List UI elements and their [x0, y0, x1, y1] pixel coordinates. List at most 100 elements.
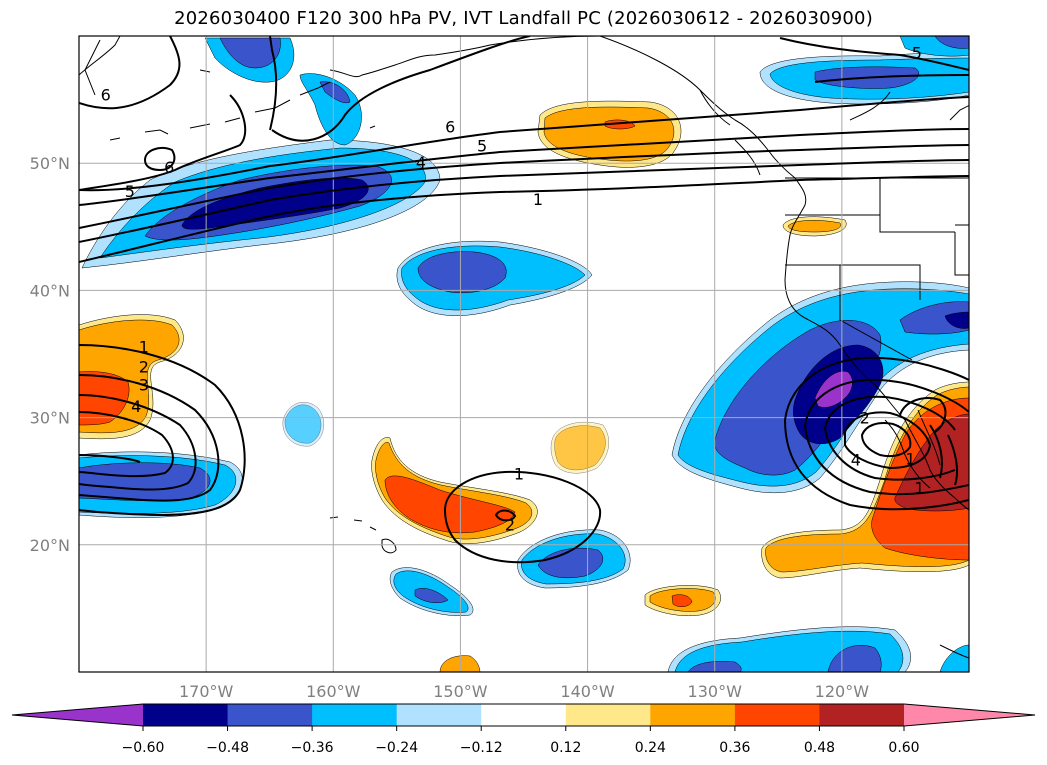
ivt-contour-line — [79, 411, 174, 478]
contour-label: 2 — [505, 515, 515, 534]
colorbar-label: 0.48 — [804, 740, 835, 756]
colorbar-label: −0.24 — [375, 740, 418, 756]
ivt-contour-line — [271, 36, 531, 142]
ivt-contour-line — [824, 427, 956, 481]
ivt-contour-line — [929, 424, 943, 479]
ivt-contour-line — [860, 422, 912, 458]
contour-label: 1 — [514, 465, 524, 484]
contour-label: 5 — [912, 44, 922, 63]
ivt-contour-line — [784, 356, 969, 421]
colorbar-segment — [481, 704, 567, 726]
ivt-contour-line — [804, 378, 969, 426]
ivt-contour-line — [79, 454, 141, 463]
colorbar-segment — [312, 704, 398, 726]
colorbar-segment — [819, 704, 905, 726]
colorbar-label: 0.36 — [719, 740, 750, 756]
ivt-contour-line — [824, 395, 956, 431]
ivt-contour-line — [79, 144, 969, 229]
pv-anomaly-region — [417, 251, 507, 294]
pv-anomaly-region — [181, 177, 369, 230]
pv-anomaly-region — [537, 547, 604, 579]
colorbar-extend-min — [12, 704, 143, 726]
pv-anomaly-region — [299, 73, 362, 146]
map-frame — [78, 35, 970, 673]
longitude-label: 170°W — [179, 682, 234, 701]
contour-label: 2 — [860, 409, 870, 428]
pv-anomaly-region — [814, 370, 853, 408]
contour-label: 1 — [139, 337, 149, 356]
contour-label: 1 — [905, 449, 915, 468]
pv-anomaly-region — [944, 311, 969, 329]
contour-label: 6 — [164, 158, 174, 177]
contour-label: 2 — [139, 358, 149, 377]
ivt-contour-line — [79, 128, 969, 206]
pv-anomaly-region — [827, 645, 882, 672]
pv-anomaly-region — [671, 594, 693, 607]
colorbar-segment — [227, 704, 313, 726]
ivt-contour-line — [79, 374, 220, 502]
contour-label: 3 — [139, 376, 149, 395]
longitude-label: 150°W — [433, 682, 488, 701]
contour-label: 5 — [477, 136, 487, 155]
ivt-contour-line — [79, 36, 181, 110]
contour-label: 4 — [851, 451, 861, 470]
pv-anomaly-region — [550, 421, 610, 474]
ivt-contour-line — [844, 411, 932, 470]
colorbar-segment — [143, 704, 229, 726]
pv-anomaly-region — [384, 475, 516, 534]
map-title: 2026030400 F120 300 hPa PV, IVT Landfall… — [174, 8, 873, 29]
pv-anomaly-region — [79, 462, 211, 501]
longitude-label: 120°W — [815, 682, 870, 701]
pv-anomaly-region — [219, 37, 281, 69]
ivt-contour-line — [947, 434, 958, 486]
longitude-label: 140°W — [560, 682, 615, 701]
contour-label: 1 — [914, 479, 924, 498]
ivt-contour-line — [143, 147, 176, 172]
contour-label: 4 — [131, 397, 141, 416]
colorbar-segment — [565, 704, 651, 726]
pv-anomaly-region — [787, 220, 841, 233]
ivt-contour-line — [779, 37, 969, 71]
colorbar-label: −0.36 — [291, 740, 334, 756]
colorbar-label: 0.60 — [888, 740, 919, 756]
ivt-contour-line — [79, 96, 969, 192]
contour-label: 6 — [445, 117, 455, 136]
colorbar-label: −0.48 — [206, 740, 249, 756]
ivt-contour-line — [79, 159, 969, 243]
pv-anomaly-region — [934, 36, 969, 49]
pv-anomaly-region — [282, 401, 325, 447]
colorbar-label: 0.24 — [635, 740, 666, 756]
ivt-contour-line — [79, 94, 247, 191]
contour-label: 5 — [125, 182, 135, 201]
contour-label: 4 — [416, 153, 426, 172]
contour-label: 1 — [533, 190, 543, 209]
grid-lines — [79, 36, 969, 672]
contour-label: 6 — [101, 86, 111, 105]
ivt-contour-line — [899, 397, 947, 433]
ivt-contour-line — [269, 36, 278, 131]
latitude-tick-labels: 20°N 30°N 40°N 50°N — [30, 154, 70, 555]
latitude-label: 20°N — [30, 536, 70, 555]
ivt-contour-line — [79, 344, 246, 517]
colorbar-extend-max — [904, 704, 1035, 726]
ivt-contour-line — [494, 509, 517, 522]
ivt-contour-line — [784, 419, 969, 511]
ivt-contour-line — [814, 74, 969, 83]
longitude-label: 130°W — [688, 682, 743, 701]
ivt-contour-line — [79, 394, 197, 491]
colorbar-segment — [396, 704, 482, 726]
colorbar-segment — [734, 704, 820, 726]
ivt-contour-line — [443, 470, 602, 564]
ivt-contour-line — [79, 175, 969, 263]
latitude-label: 30°N — [30, 409, 70, 428]
pv-anomaly-region — [414, 588, 449, 604]
latitude-label: 40°N — [30, 281, 70, 300]
latitude-label: 50°N — [30, 154, 70, 173]
colorbar-segment — [650, 704, 736, 726]
pv-anomaly-region — [899, 301, 969, 335]
colorbar: −0.60 −0.48 −0.36 −0.24 −0.12 0.12 0.24 0.36 0.4… — [11, 703, 1036, 756]
colorbar-label: 0.12 — [550, 740, 581, 756]
longitude-label: 160°W — [306, 682, 361, 701]
